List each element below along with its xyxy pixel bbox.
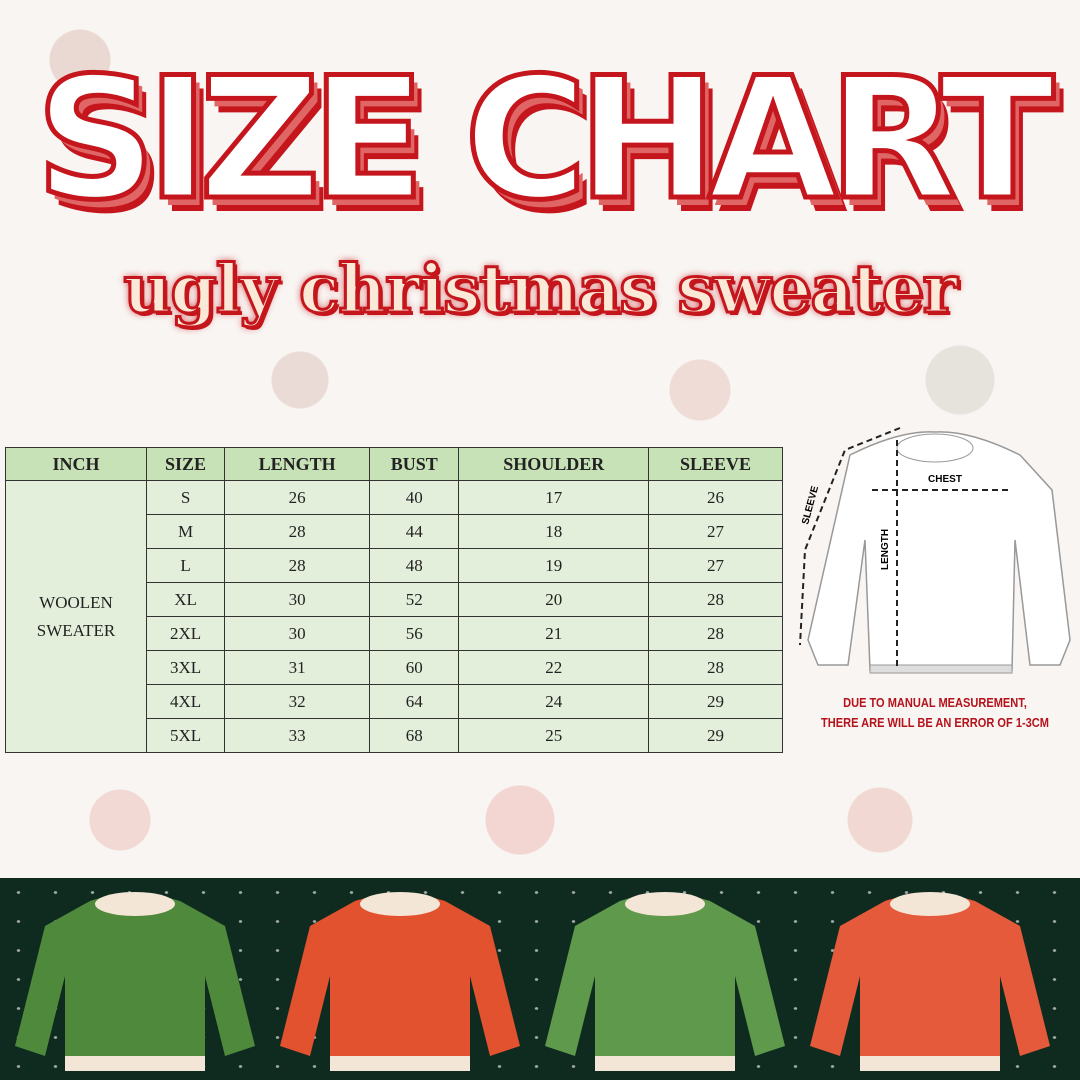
length-label: LENGTH [880,529,891,570]
table-row: L 28 48 19 27 [6,548,783,583]
table-cell: 28 [648,582,783,617]
table-cell: 30 [224,582,371,617]
table-cell: 31 [224,650,371,685]
table-cell: 56 [369,616,460,651]
table-cell: M [145,514,226,549]
table-cell: 21 [458,616,650,651]
table-cell: 29 [648,684,783,719]
table-cell: 44 [369,514,460,549]
table-header-row: INCH SIZE LENGTH BUST SHOULDER SLEEVE [5,447,783,481]
table-cell: L [145,548,226,583]
table-cell: 29 [648,718,783,753]
column-header: INCH [5,447,147,481]
table-row: M 28 44 18 27 [6,514,783,549]
table-cell: 33 [224,718,371,753]
sweater-banner [0,878,1080,1080]
table-cell: XL [145,582,226,617]
table-cell: S [145,480,226,515]
page-subtitle: ugly christmas sweater [122,249,959,330]
note-line-2: THERE ARE WILL BE AN ERROR OF 1-3CM [821,715,1049,730]
table-cell: 3XL [145,650,226,685]
table-cell: 48 [369,548,460,583]
table-cell: 18 [458,514,650,549]
size-chart-table: INCH SIZE LENGTH BUST SHOULDER SLEEVE WOOLEN S… [5,447,783,753]
page-title: SIZE CHART [33,41,1057,237]
column-header: SHOULDER [458,447,650,481]
table-cell: 30 [224,616,371,651]
table-cell: 26 [648,480,783,515]
table-cell: 60 [369,650,460,685]
sweater-illustration [280,892,520,1071]
table-cell: 27 [648,548,783,583]
column-header: SLEEVE [648,447,783,481]
chest-label: CHEST [928,474,962,485]
table-cell: 24 [458,684,650,719]
table-cell: 19 [458,548,650,583]
note-line-1: DUE TO MANUAL MEASUREMENT, [843,695,1027,710]
table-cell: 28 [648,650,783,685]
sweater-measurement-diagram: CHEST LENGTH SLEEVE [799,427,1071,674]
sweater-illustration [810,892,1050,1071]
table-cell: 20 [458,582,650,617]
table-cell: 68 [369,718,460,753]
table-cell: 4XL [145,684,226,719]
column-header: BUST [369,447,460,481]
table-cell: 17 [458,480,650,515]
table-cell: 28 [224,514,371,549]
table-row: WOOLEN SWEATER S 26 40 17 26 [5,480,783,753]
table-cell: 40 [369,480,460,515]
table-cell: 26 [224,480,371,515]
column-header: SIZE [145,447,226,481]
table-cell: 25 [458,718,650,753]
table-cell: 32 [224,684,371,719]
sweater-illustration [15,892,255,1071]
table-cell: 2XL [145,616,226,651]
table-cell: 5XL [145,718,226,753]
table-cell: 27 [648,514,783,549]
table-cell: 28 [648,616,783,651]
column-header: LENGTH [224,447,371,481]
table-cell: 52 [369,582,460,617]
table-row: 5XL 33 68 25 29 [6,718,783,753]
sweater-illustration [545,892,785,1071]
table-cell: 64 [369,684,460,719]
category-cell: WOOLEN SWEATER [5,480,147,753]
table-cell: 22 [458,650,650,685]
table-cell: 28 [224,548,371,583]
measurement-note: DUE TO MANUAL MEASUREMENT, THERE ARE WIL… [820,693,1050,733]
